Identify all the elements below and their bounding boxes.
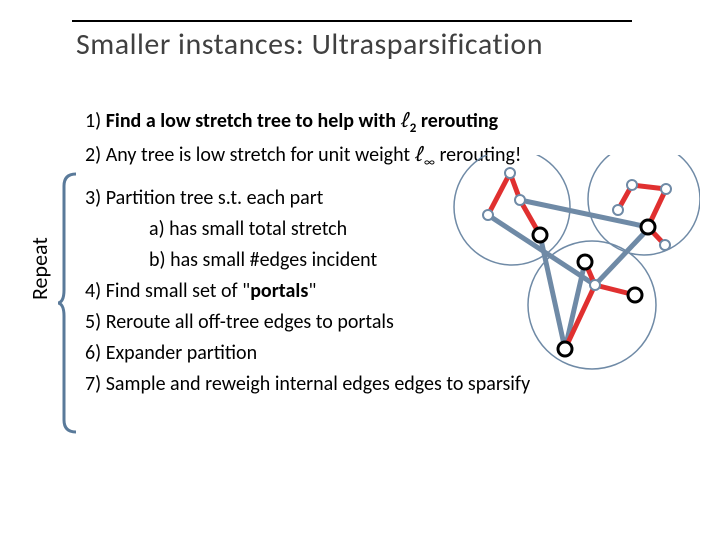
step-1-b: Find a low stretch tree to help with — [106, 109, 401, 133]
step-4-c: " — [308, 279, 316, 303]
step-1-l: ℓ — [401, 109, 410, 132]
step-4-b: portals — [250, 279, 308, 303]
step-4-a: 4) Find small set of " — [85, 279, 250, 303]
step-2-a: 2) Any tree is low stretch for unit weig… — [85, 143, 415, 167]
step-1-num: 1) — [85, 109, 106, 133]
repeat-label: Repeat — [26, 237, 53, 300]
title-block: Smaller instances: Ultrasparsification — [72, 20, 632, 63]
page-title: Smaller instances: Ultrasparsification — [72, 22, 632, 63]
graph-diagram — [420, 155, 700, 385]
step-1: 1) Find a low stretch tree to help with … — [85, 105, 530, 139]
step-1-end: rerouting — [416, 109, 498, 133]
repeat-bracket — [58, 172, 80, 434]
